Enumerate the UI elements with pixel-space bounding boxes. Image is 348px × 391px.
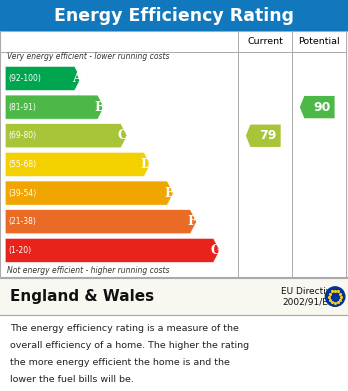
Polygon shape — [5, 66, 81, 90]
Text: overall efficiency of a home. The higher the rating: overall efficiency of a home. The higher… — [10, 341, 250, 350]
Ellipse shape — [325, 287, 345, 306]
Bar — [0, 278, 348, 315]
Polygon shape — [5, 124, 127, 148]
Polygon shape — [5, 239, 220, 262]
Bar — [0, 0, 348, 31]
Text: 79: 79 — [259, 129, 276, 142]
Text: A: A — [72, 72, 81, 85]
Text: (69-80): (69-80) — [9, 131, 37, 140]
Text: the more energy efficient the home is and the: the more energy efficient the home is an… — [10, 358, 230, 367]
Text: (1-20): (1-20) — [9, 246, 32, 255]
Text: F: F — [188, 215, 197, 228]
Text: Potential: Potential — [298, 37, 340, 46]
Text: (81-91): (81-91) — [9, 102, 37, 111]
Polygon shape — [5, 95, 104, 119]
Polygon shape — [300, 96, 335, 118]
Text: (21-38): (21-38) — [9, 217, 37, 226]
Text: Not energy efficient - higher running costs: Not energy efficient - higher running co… — [7, 266, 169, 275]
Text: B: B — [94, 100, 105, 114]
Polygon shape — [246, 125, 281, 147]
Bar — [0, 31, 348, 277]
Text: (55-68): (55-68) — [9, 160, 37, 169]
Text: EU Directive
2002/91/EC: EU Directive 2002/91/EC — [280, 287, 337, 306]
Text: G: G — [210, 244, 221, 257]
Text: 90: 90 — [313, 100, 330, 114]
Text: (92-100): (92-100) — [9, 74, 41, 83]
Text: The energy efficiency rating is a measure of the: The energy efficiency rating is a measur… — [10, 324, 239, 333]
Text: Current: Current — [247, 37, 283, 46]
Text: Very energy efficient - lower running costs: Very energy efficient - lower running co… — [7, 52, 169, 61]
Polygon shape — [5, 152, 150, 176]
Text: D: D — [141, 158, 151, 171]
Text: C: C — [118, 129, 128, 142]
Bar — [0, 315, 348, 391]
Text: (39-54): (39-54) — [9, 188, 37, 197]
Text: E: E — [164, 187, 174, 199]
Text: lower the fuel bills will be.: lower the fuel bills will be. — [10, 375, 134, 384]
Text: England & Wales: England & Wales — [10, 289, 155, 304]
Polygon shape — [5, 181, 173, 205]
Text: Energy Efficiency Rating: Energy Efficiency Rating — [54, 7, 294, 25]
Polygon shape — [5, 210, 197, 234]
